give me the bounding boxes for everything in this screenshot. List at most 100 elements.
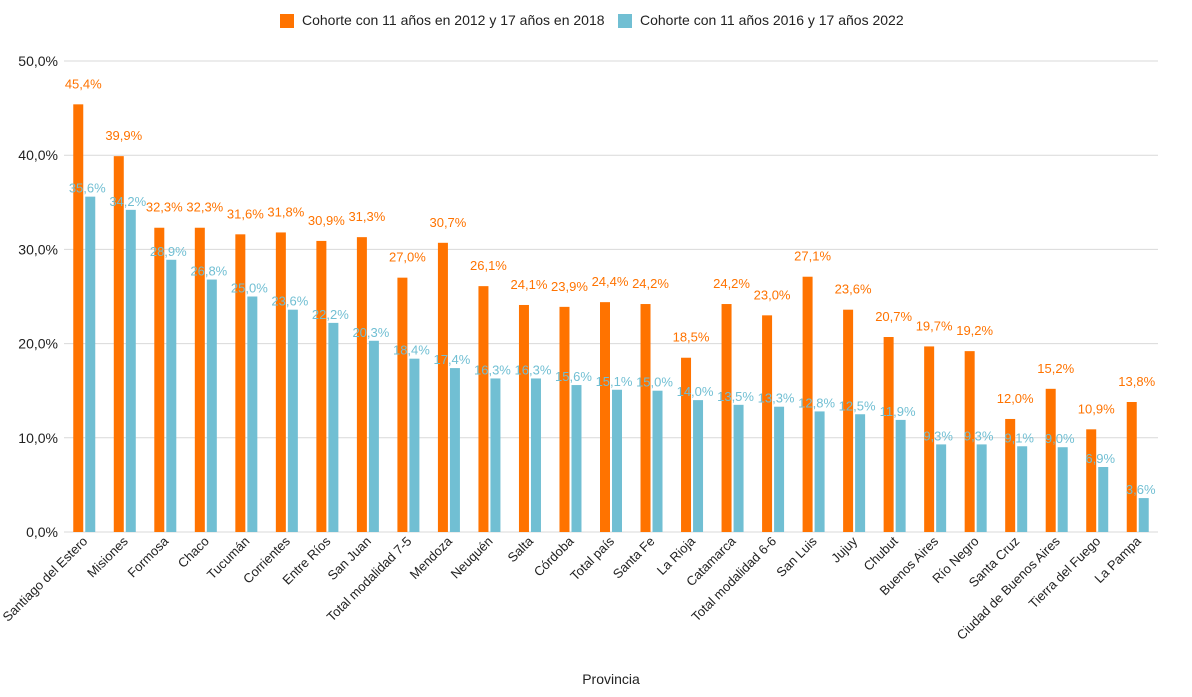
data-label-series-1: 27,1% xyxy=(794,249,831,264)
data-label-series-2: 23,6% xyxy=(271,294,308,309)
bar-series-2 xyxy=(125,209,136,532)
data-label-series-1: 45,4% xyxy=(65,76,102,91)
data-label-series-1: 23,0% xyxy=(754,287,791,302)
bar-series-1 xyxy=(924,346,935,532)
data-label-series-2: 20,3% xyxy=(352,325,389,340)
data-label-series-1: 19,2% xyxy=(956,323,993,338)
bar-series-2 xyxy=(693,400,704,532)
bar-series-2 xyxy=(206,279,217,532)
y-axis: 0,0% 10,0% 20,0% 30,0% 40,0% 50,0% xyxy=(18,53,58,540)
data-label-series-1: 13,8% xyxy=(1118,374,1155,389)
bar-series-2 xyxy=(530,378,541,532)
data-label-series-2: 6,9% xyxy=(1085,451,1115,466)
data-label-series-2: 18,4% xyxy=(393,343,430,358)
bar-series-1 xyxy=(235,234,246,532)
legend-swatch-series-1 xyxy=(280,14,294,28)
bar-series-1 xyxy=(154,227,165,532)
x-tick-label: Chaco xyxy=(175,534,212,571)
x-tick-label: Salta xyxy=(505,533,537,565)
bar-series-2 xyxy=(1017,446,1028,532)
data-label-series-1: 27,0% xyxy=(389,250,426,265)
data-label-series-2: 14,0% xyxy=(677,384,714,399)
x-tick-label: Santa Fe xyxy=(610,534,658,582)
bar-series-1 xyxy=(883,337,894,532)
x-tick-label: Mendoza xyxy=(407,533,456,582)
data-label-series-2: 3,6% xyxy=(1126,482,1156,497)
y-tick-label: 20,0% xyxy=(18,336,58,352)
data-label-series-1: 31,3% xyxy=(348,209,385,224)
bar-series-2 xyxy=(409,358,420,532)
data-label-series-2: 34,2% xyxy=(109,194,146,209)
data-label-series-2: 15,0% xyxy=(636,375,673,390)
bar-series-1 xyxy=(600,302,610,532)
bar-series-1 xyxy=(113,156,124,532)
data-label-series-1: 24,2% xyxy=(632,276,669,291)
data-label-series-2: 9,3% xyxy=(923,428,953,443)
data-label-series-2: 15,6% xyxy=(555,369,592,384)
data-label-series-2: 11,9% xyxy=(880,404,916,419)
bar-series-2 xyxy=(652,390,663,532)
data-label-series-1: 24,4% xyxy=(592,274,629,289)
data-label-series-2: 22,2% xyxy=(312,307,349,322)
gridlines xyxy=(64,60,1158,533)
data-label-series-2: 12,5% xyxy=(839,398,876,413)
bar-series-2 xyxy=(490,378,501,532)
data-label-series-1: 20,7% xyxy=(875,309,912,324)
bar-series-2 xyxy=(936,444,947,532)
bar-series-1 xyxy=(397,277,408,532)
data-label-series-1: 24,2% xyxy=(713,276,750,291)
data-labels: 45,4%35,6%39,9%34,2% 32,3%28,9%32,3%26,8%… xyxy=(65,76,1156,497)
data-label-series-2: 15,1% xyxy=(596,374,633,389)
data-label-series-2: 16,3% xyxy=(474,362,511,377)
legend-swatch-series-2 xyxy=(618,14,632,28)
y-tick-label: 10,0% xyxy=(18,430,58,446)
bar-series-2 xyxy=(612,389,622,532)
y-tick-label: 0,0% xyxy=(26,524,58,540)
bar-series-2 xyxy=(895,419,906,532)
data-label-series-2: 12,8% xyxy=(798,395,835,410)
bar-series-2 xyxy=(1098,467,1109,532)
data-label-series-2: 25,0% xyxy=(231,281,268,296)
bar-series-1 xyxy=(721,304,732,532)
x-tick-label: Total país xyxy=(567,533,617,583)
bar-series-2 xyxy=(328,322,339,532)
y-tick-label: 50,0% xyxy=(18,53,58,69)
bars xyxy=(73,104,1149,533)
bar-series-2 xyxy=(855,414,866,532)
data-label-series-1: 32,3% xyxy=(186,200,223,215)
legend: Cohorte con 11 años en 2012 y 17 años en… xyxy=(280,12,904,28)
data-label-series-2: 16,3% xyxy=(515,362,552,377)
legend-label-series-1: Cohorte con 11 años en 2012 y 17 años en… xyxy=(302,12,605,28)
data-label-series-2: 13,5% xyxy=(717,389,754,404)
bar-series-1 xyxy=(316,240,327,532)
bar-series-1 xyxy=(478,286,489,532)
data-label-series-1: 23,6% xyxy=(835,282,872,297)
bar-series-2 xyxy=(247,296,258,532)
bar-series-2 xyxy=(774,406,785,532)
data-label-series-1: 30,9% xyxy=(308,213,345,228)
data-label-series-2: 26,8% xyxy=(190,264,227,279)
bar-series-1 xyxy=(559,306,570,532)
bar-series-2 xyxy=(571,385,582,532)
bar-series-1 xyxy=(843,309,854,532)
data-label-series-1: 19,7% xyxy=(916,318,953,333)
bar-series-1 xyxy=(356,237,367,533)
bar-series-2 xyxy=(368,340,379,532)
data-label-series-2: 9,0% xyxy=(1045,431,1075,446)
data-label-series-2: 17,4% xyxy=(433,352,470,367)
bar-series-2 xyxy=(1138,498,1149,532)
x-tick-label: Neuquén xyxy=(448,534,496,582)
bar-series-1 xyxy=(1045,388,1056,532)
data-label-series-1: 12,0% xyxy=(997,391,1034,406)
data-label-series-2: 28,9% xyxy=(150,244,187,259)
bar-series-1 xyxy=(1086,429,1097,532)
x-tick-label: Formosa xyxy=(125,533,172,580)
data-label-series-1: 32,3% xyxy=(146,200,183,215)
y-tick-label: 40,0% xyxy=(18,147,58,163)
data-label-series-1: 10,9% xyxy=(1078,401,1115,416)
bar-series-1 xyxy=(194,227,205,532)
data-label-series-1: 15,2% xyxy=(1037,361,1074,376)
bar-series-1 xyxy=(640,304,651,532)
